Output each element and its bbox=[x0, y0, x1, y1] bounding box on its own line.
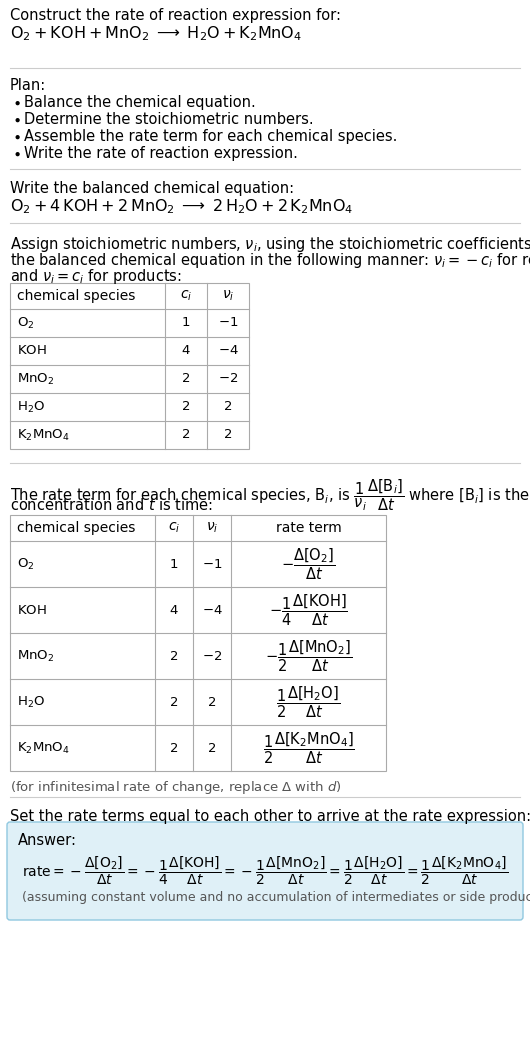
Text: 4: 4 bbox=[170, 604, 178, 616]
FancyBboxPatch shape bbox=[7, 822, 523, 920]
Text: $\mathrm{O_2}$: $\mathrm{O_2}$ bbox=[17, 316, 34, 331]
Text: $-1$: $-1$ bbox=[218, 317, 238, 329]
Text: 2: 2 bbox=[170, 650, 178, 662]
Text: $2$: $2$ bbox=[224, 401, 233, 413]
Text: 2: 2 bbox=[170, 742, 178, 754]
Text: $\dfrac{1}{2}\dfrac{\Delta[\mathrm{K_2MnO_4}]}{\Delta t}$: $\dfrac{1}{2}\dfrac{\Delta[\mathrm{K_2Mn… bbox=[262, 730, 355, 766]
Text: Write the rate of reaction expression.: Write the rate of reaction expression. bbox=[24, 146, 298, 161]
Bar bbox=[10, 515, 386, 771]
Text: $\nu_i$: $\nu_i$ bbox=[206, 521, 218, 536]
Text: 2: 2 bbox=[182, 429, 190, 441]
Text: $-\dfrac{\Delta[\mathrm{O_2}]}{\Delta t}$: $-\dfrac{\Delta[\mathrm{O_2}]}{\Delta t}… bbox=[281, 546, 335, 582]
Text: (assuming constant volume and no accumulation of intermediates or side products): (assuming constant volume and no accumul… bbox=[22, 891, 530, 904]
Text: $c_i$: $c_i$ bbox=[168, 521, 180, 536]
Text: $\bullet$: $\bullet$ bbox=[12, 95, 21, 110]
Text: $\bullet$: $\bullet$ bbox=[12, 129, 21, 144]
Text: Set the rate terms equal to each other to arrive at the rate expression:: Set the rate terms equal to each other t… bbox=[10, 809, 530, 824]
Text: 4: 4 bbox=[182, 344, 190, 358]
Text: Determine the stoichiometric numbers.: Determine the stoichiometric numbers. bbox=[24, 112, 314, 127]
Text: $\mathrm{MnO_2}$: $\mathrm{MnO_2}$ bbox=[17, 371, 54, 387]
Text: $\mathrm{MnO_2}$: $\mathrm{MnO_2}$ bbox=[17, 649, 54, 663]
Text: $\mathrm{H_2O}$: $\mathrm{H_2O}$ bbox=[17, 400, 45, 414]
Text: $-\dfrac{1}{4}\dfrac{\Delta[\mathrm{KOH}]}{\Delta t}$: $-\dfrac{1}{4}\dfrac{\Delta[\mathrm{KOH}… bbox=[269, 592, 348, 628]
Text: $\dfrac{1}{2}\dfrac{\Delta[\mathrm{H_2O}]}{\Delta t}$: $\dfrac{1}{2}\dfrac{\Delta[\mathrm{H_2O}… bbox=[277, 684, 341, 720]
Text: 2: 2 bbox=[182, 401, 190, 413]
Text: $-4$: $-4$ bbox=[218, 344, 238, 358]
Text: 1: 1 bbox=[170, 558, 178, 570]
Text: Assemble the rate term for each chemical species.: Assemble the rate term for each chemical… bbox=[24, 129, 398, 144]
Text: Answer:: Answer: bbox=[18, 833, 77, 848]
Text: $\mathrm{KOH}$: $\mathrm{KOH}$ bbox=[17, 344, 47, 358]
Text: $-\dfrac{1}{2}\dfrac{\Delta[\mathrm{MnO_2}]}{\Delta t}$: $-\dfrac{1}{2}\dfrac{\Delta[\mathrm{MnO_… bbox=[265, 638, 352, 674]
Text: chemical species: chemical species bbox=[17, 289, 135, 303]
Text: 2: 2 bbox=[170, 696, 178, 708]
Text: The rate term for each chemical species, $\mathrm{B}_i$, is $\dfrac{1}{\nu_i}\df: The rate term for each chemical species,… bbox=[10, 477, 530, 513]
Text: 1: 1 bbox=[182, 317, 190, 329]
Text: and $\nu_i = c_i$ for products:: and $\nu_i = c_i$ for products: bbox=[10, 267, 182, 286]
Text: $2$: $2$ bbox=[224, 429, 233, 441]
Text: $-2$: $-2$ bbox=[202, 650, 222, 662]
Text: Write the balanced chemical equation:: Write the balanced chemical equation: bbox=[10, 181, 294, 196]
Text: (for infinitesimal rate of change, replace $\Delta$ with $d$): (for infinitesimal rate of change, repla… bbox=[10, 779, 342, 796]
Text: $-4$: $-4$ bbox=[201, 604, 223, 616]
Text: chemical species: chemical species bbox=[17, 521, 135, 535]
Text: Construct the rate of reaction expression for:: Construct the rate of reaction expressio… bbox=[10, 8, 341, 23]
Text: $\mathrm{K_2MnO_4}$: $\mathrm{K_2MnO_4}$ bbox=[17, 428, 70, 442]
Text: $\mathrm{rate} = -\dfrac{\Delta[\mathrm{O_2}]}{\Delta t} = -\dfrac{1}{4}\dfrac{\: $\mathrm{rate} = -\dfrac{\Delta[\mathrm{… bbox=[22, 855, 508, 887]
Text: $-1$: $-1$ bbox=[202, 558, 222, 570]
Text: 2: 2 bbox=[182, 372, 190, 386]
Text: $\mathrm{O_2 + 4\,KOH + 2\,MnO_2 \;\longrightarrow\; 2\,H_2O + 2\,K_2MnO_4}$: $\mathrm{O_2 + 4\,KOH + 2\,MnO_2 \;\long… bbox=[10, 197, 354, 215]
Text: $c_i$: $c_i$ bbox=[180, 289, 192, 303]
Text: $\mathrm{KOH}$: $\mathrm{KOH}$ bbox=[17, 604, 47, 616]
Text: $\nu_i$: $\nu_i$ bbox=[222, 289, 234, 303]
Text: $\bullet$: $\bullet$ bbox=[12, 112, 21, 127]
Text: Plan:: Plan: bbox=[10, 78, 46, 93]
Text: $2$: $2$ bbox=[207, 742, 217, 754]
Text: $2$: $2$ bbox=[207, 696, 217, 708]
Text: the balanced chemical equation in the following manner: $\nu_i = -c_i$ for react: the balanced chemical equation in the fo… bbox=[10, 251, 530, 270]
Text: rate term: rate term bbox=[276, 521, 341, 535]
Bar bbox=[10, 283, 249, 449]
Text: $\mathrm{O_2}$: $\mathrm{O_2}$ bbox=[17, 556, 34, 571]
Text: concentration and $t$ is time:: concentration and $t$ is time: bbox=[10, 497, 213, 513]
Text: $\bullet$: $\bullet$ bbox=[12, 146, 21, 161]
Text: Assign stoichiometric numbers, $\nu_i$, using the stoichiometric coefficients, $: Assign stoichiometric numbers, $\nu_i$, … bbox=[10, 235, 530, 254]
Text: $\mathrm{K_2MnO_4}$: $\mathrm{K_2MnO_4}$ bbox=[17, 741, 70, 755]
Text: Balance the chemical equation.: Balance the chemical equation. bbox=[24, 95, 256, 110]
Text: $-2$: $-2$ bbox=[218, 372, 238, 386]
Text: $\mathrm{H_2O}$: $\mathrm{H_2O}$ bbox=[17, 695, 45, 709]
Text: $\mathrm{O_2 + KOH + MnO_2 \;\longrightarrow\; H_2O + K_2MnO_4}$: $\mathrm{O_2 + KOH + MnO_2 \;\longrighta… bbox=[10, 24, 302, 43]
